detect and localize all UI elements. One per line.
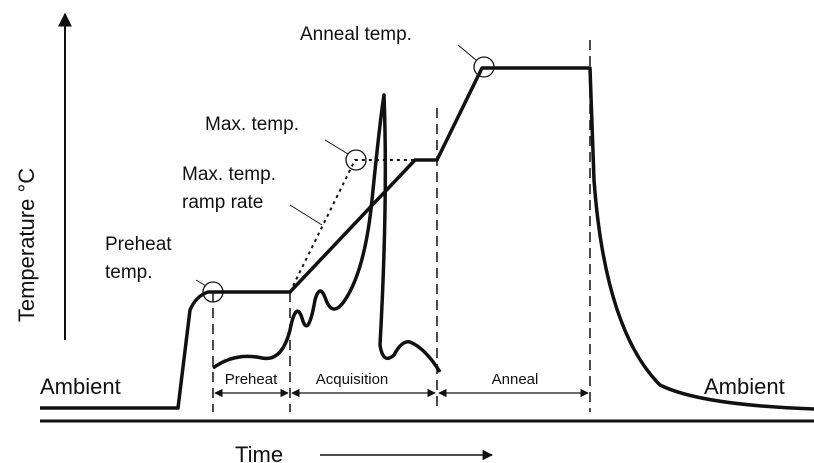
phase-label: Preheat [225,371,278,388]
preheat-temp-label: Preheat [105,234,172,255]
x-axis-label: Time [235,442,283,463]
signal-curve [211,93,442,373]
preheat-temp-label: temp. [105,262,153,283]
pointers [195,44,477,287]
ramp-rate-label: ramp rate [182,192,263,213]
max-ramp-line [289,159,415,293]
ambient-label: Ambient [704,374,785,399]
phase-label: Anneal [492,371,539,388]
temperature-profile [40,66,814,411]
markers [202,56,495,303]
phase-label: Acquisition [316,371,389,388]
anneal-temp-label: Anneal temp. [300,24,412,45]
ambient-label: Ambient [40,374,121,399]
phase-boundaries [212,40,591,412]
y-axis-label: Temperature °C [14,168,39,322]
ramp-rate-label: Max. temp. [182,164,276,185]
max-temp-label: Max. temp. [205,114,299,135]
